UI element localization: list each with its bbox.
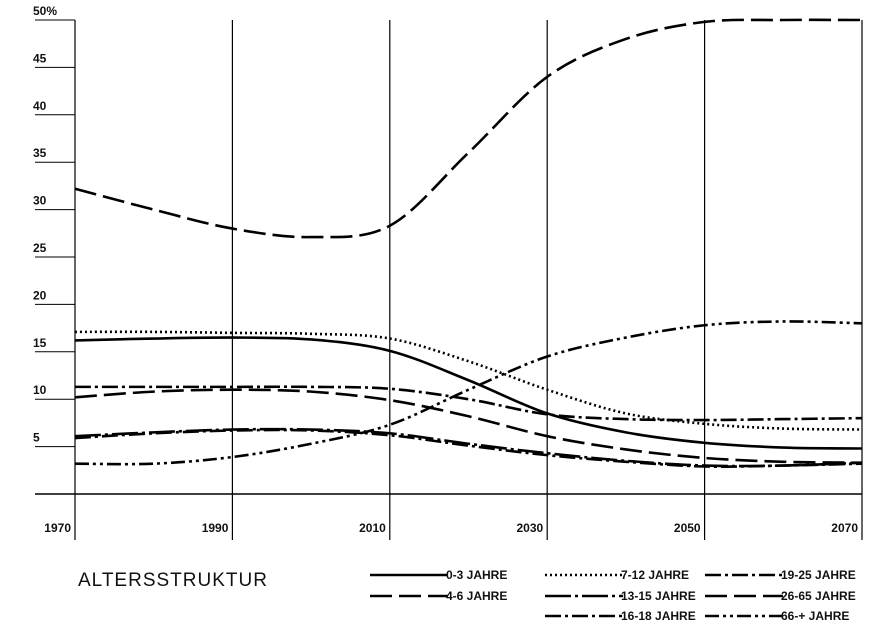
y-tick-label: 20 bbox=[33, 288, 47, 302]
legend-label: 0-3 JAHRE bbox=[446, 568, 507, 582]
y-tick-label: 5 bbox=[33, 431, 40, 445]
x-tick-label: 2070 bbox=[831, 521, 858, 535]
chart-title: ALTERSSTRUKTUR bbox=[78, 570, 268, 591]
x-tick-label: 2010 bbox=[359, 521, 386, 535]
legend-label: 4-6 JAHRE bbox=[446, 589, 507, 603]
y-tick-label: 45 bbox=[33, 51, 47, 65]
legend-label: 19-25 JAHRE bbox=[781, 568, 856, 582]
legend-label: 16-18 JAHRE bbox=[621, 609, 696, 623]
x-tick-label: 2050 bbox=[674, 521, 701, 535]
series-line bbox=[74, 330, 863, 431]
legend-label: 7-12 JAHRE bbox=[621, 568, 689, 582]
y-tick-label: 40 bbox=[33, 99, 47, 113]
series-line bbox=[74, 18, 863, 239]
legend-label: 13-15 JAHRE bbox=[621, 589, 696, 603]
series-line bbox=[74, 388, 863, 465]
x-tick-label: 1970 bbox=[44, 521, 71, 535]
series-line bbox=[74, 320, 863, 466]
y-tick-label: 35 bbox=[33, 146, 47, 160]
legend-label: 66-+ JAHRE bbox=[781, 609, 849, 623]
y-tick-label: 25 bbox=[33, 241, 47, 255]
x-tick-label: 2030 bbox=[516, 521, 543, 535]
y-tick-label: 30 bbox=[33, 194, 47, 208]
y-tick-label: 10 bbox=[33, 383, 47, 397]
legend-label: 26-65 JAHRE bbox=[781, 589, 856, 603]
y-tick-label: 50% bbox=[33, 4, 57, 18]
series-line bbox=[75, 385, 863, 422]
y-tick-label: 15 bbox=[33, 336, 47, 350]
x-tick-label: 1990 bbox=[202, 521, 229, 535]
series-line bbox=[74, 336, 863, 450]
series-line bbox=[74, 428, 863, 468]
